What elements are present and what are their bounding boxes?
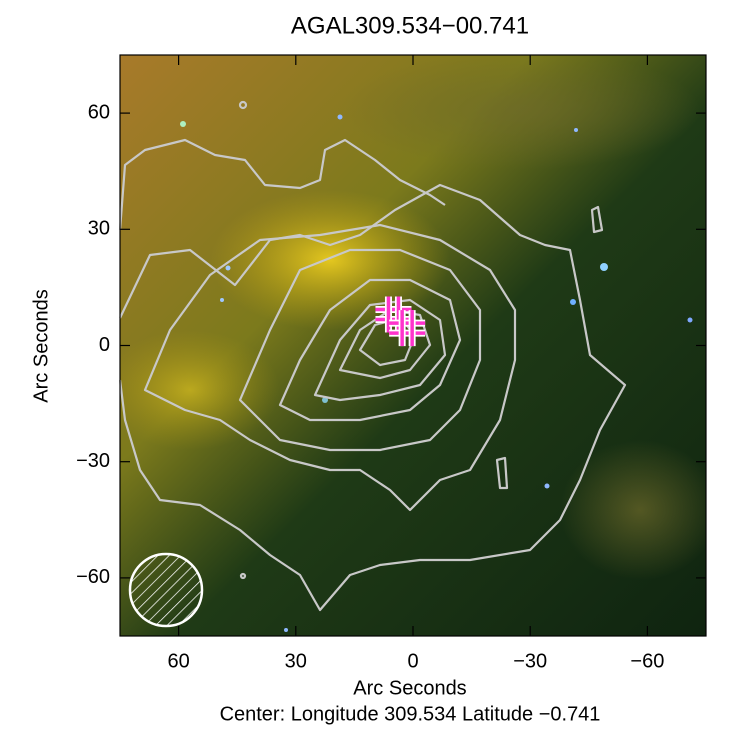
contours [118,100,627,612]
x-tick-label: −30 [513,650,547,672]
x-tick-label: −60 [630,650,664,672]
y-tick-label: −30 [76,450,110,472]
x-axis-label: Arc Seconds [353,677,466,699]
source-marker [389,310,426,347]
x-tick-label: 60 [167,650,189,672]
y-tick-label: −60 [76,566,110,588]
image [120,55,706,636]
y-tick-label: 0 [99,334,110,356]
y-tick-label: 30 [88,218,110,240]
x-tick-label: 0 [407,650,418,672]
y-tick-label: 60 [88,101,110,123]
y-axis-label: Arc Seconds [30,289,52,402]
beam [128,552,204,628]
footer: Center: Longitude 309.534 Latitude −0.74… [220,703,601,725]
x-tick-label: 30 [285,650,307,672]
chart-title: AGAL309.534−00.741 [291,12,529,39]
